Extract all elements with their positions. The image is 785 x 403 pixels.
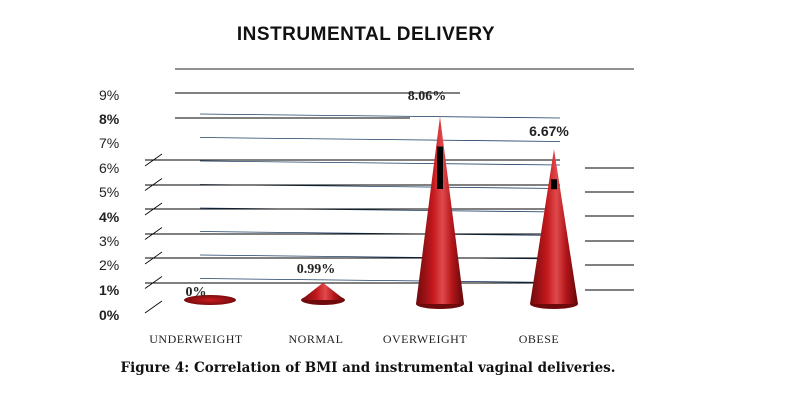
y-tick-label: 8% <box>99 111 120 127</box>
cone-mark-overweight <box>416 116 464 309</box>
data-label-overweight: 8.06% <box>408 89 447 104</box>
gridline-0 <box>199 278 561 283</box>
wall-tick-1 <box>144 178 163 191</box>
gridline-6 <box>199 137 561 142</box>
cone-mark-obese <box>530 149 578 309</box>
data-label-underweight: 0% <box>186 285 207 300</box>
x-tick-label: UNDERWEIGHT <box>149 332 243 346</box>
chart-title: INSTRUMENTAL DELIVERY <box>237 24 495 45</box>
gridline-5 <box>199 160 561 166</box>
y-tick-label: 4% <box>99 209 120 225</box>
wall-tick-4 <box>144 251 163 265</box>
y-tick-label: 2% <box>99 257 119 273</box>
data-label-normal: 0.99% <box>297 262 336 277</box>
x-tick-label: NORMAL <box>288 332 343 346</box>
y-tick-label: 6% <box>99 160 119 176</box>
gridline-2 <box>199 231 561 236</box>
y-axis-ticks: 0% 1% 2% 3% 4% 5% 6% 7% 8% 9% <box>99 87 120 323</box>
wall-tick-3 <box>144 227 163 240</box>
cone-body <box>301 282 345 300</box>
y-tick-label: 5% <box>99 184 119 200</box>
cone-body <box>416 116 464 304</box>
wall-tick-5 <box>144 276 163 289</box>
y-tick-label: 3% <box>99 233 119 249</box>
x-axis-ticks: UNDERWEIGHT NORMAL OVERWEIGHT OBESE <box>149 332 559 346</box>
cone-mark-normal <box>301 282 345 305</box>
cone-mark-underweight <box>184 295 236 305</box>
x-tick-label: OVERWEIGHT <box>383 332 467 346</box>
figure-caption: Figure 4: Correlation of BMI and instrum… <box>121 360 616 376</box>
cone-body <box>530 149 578 304</box>
chart-marks <box>184 116 578 309</box>
y-tick-label: 0% <box>99 307 120 323</box>
error-bar <box>551 179 557 190</box>
wall-tick-2 <box>144 202 163 216</box>
y-tick-label: 1% <box>99 282 120 298</box>
error-bar <box>437 146 443 189</box>
gridline-7 <box>199 113 561 119</box>
data-label-obese: 6.67% <box>529 123 569 139</box>
gridlines <box>144 92 634 314</box>
wall-tick-0 <box>144 153 163 167</box>
y-tick-label: 7% <box>99 135 119 151</box>
y-tick-label: 9% <box>99 87 119 103</box>
wall-tick-6 <box>144 300 163 314</box>
x-tick-label: OBESE <box>519 332 560 346</box>
data-labels: 0% 0.99% 8.06% 6.67% <box>186 89 570 300</box>
